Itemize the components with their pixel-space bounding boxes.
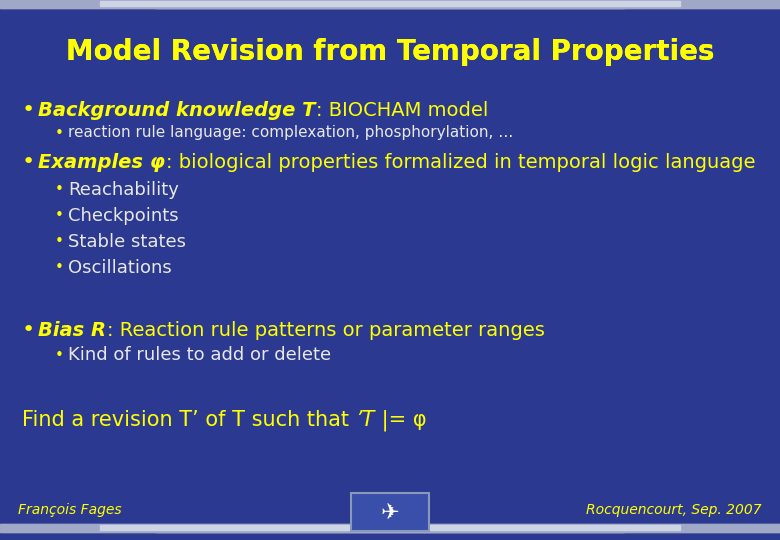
Text: •: •: [22, 320, 35, 340]
Text: Kind of rules to add or delete: Kind of rules to add or delete: [68, 346, 332, 364]
Text: Rocquencourt, Sep. 2007: Rocquencourt, Sep. 2007: [587, 503, 762, 517]
Text: Model Revision from Temporal Properties: Model Revision from Temporal Properties: [66, 38, 714, 66]
FancyBboxPatch shape: [351, 493, 429, 531]
Text: Checkpoints: Checkpoints: [68, 207, 179, 225]
Text: ✈: ✈: [381, 503, 399, 523]
Text: Background knowledge T: Background knowledge T: [38, 100, 315, 119]
Text: François Fages: François Fages: [18, 503, 122, 517]
Text: : Reaction rule patterns or parameter ranges: : Reaction rule patterns or parameter ra…: [107, 321, 545, 340]
Text: : biological properties formalized in temporal logic language: : biological properties formalized in te…: [166, 152, 756, 172]
Text: |= φ: |= φ: [375, 409, 427, 431]
Text: •: •: [55, 234, 64, 249]
Text: : BIOCHAM model: : BIOCHAM model: [317, 100, 489, 119]
Text: •: •: [55, 260, 64, 275]
Bar: [156, 3, 624, 8]
Bar: [0, 0, 780, 8]
Bar: [0, 524, 780, 532]
Text: Examples φ: Examples φ: [38, 152, 165, 172]
Text: •: •: [55, 125, 64, 140]
Text: ’T: ’T: [356, 410, 375, 430]
Bar: [0, 524, 780, 532]
Bar: [100, 1, 680, 6]
Text: •: •: [55, 348, 64, 362]
Text: •: •: [22, 100, 35, 120]
Text: Stable states: Stable states: [68, 233, 186, 251]
Text: Find a revision T’ of T such that: Find a revision T’ of T such that: [22, 410, 356, 430]
Bar: [156, 527, 624, 532]
Text: •: •: [22, 152, 35, 172]
Bar: [0, 0, 780, 8]
Text: Oscillations: Oscillations: [68, 259, 172, 277]
Text: Model Revision from Temporal Properties: Model Revision from Temporal Properties: [66, 38, 714, 66]
Text: reaction rule language: complexation, phosphorylation, …: reaction rule language: complexation, ph…: [68, 125, 513, 140]
Bar: [100, 525, 680, 530]
Text: •: •: [55, 208, 64, 224]
Text: Reachability: Reachability: [68, 181, 179, 199]
Text: •: •: [55, 183, 64, 198]
Text: Bias R: Bias R: [38, 321, 106, 340]
